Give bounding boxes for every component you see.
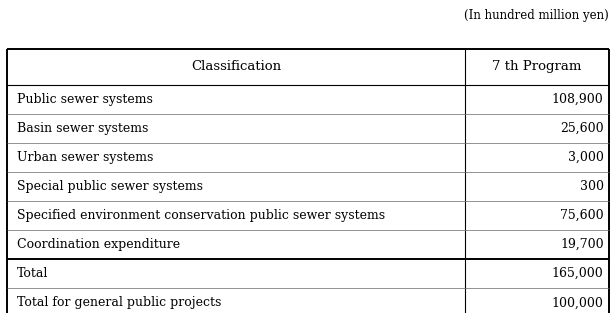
Text: 165,000: 165,000	[552, 267, 604, 280]
Text: Urban sewer systems: Urban sewer systems	[17, 151, 153, 164]
Text: 19,700: 19,700	[560, 238, 604, 251]
Text: 25,600: 25,600	[560, 122, 604, 135]
Text: 300: 300	[580, 180, 604, 193]
Text: Total: Total	[17, 267, 48, 280]
Text: 75,600: 75,600	[560, 209, 604, 222]
Text: Total for general public projects: Total for general public projects	[17, 296, 221, 309]
Text: 100,000: 100,000	[552, 296, 604, 309]
Text: 3,000: 3,000	[568, 151, 604, 164]
Text: Basin sewer systems: Basin sewer systems	[17, 122, 148, 135]
Text: Coordination expenditure: Coordination expenditure	[17, 238, 180, 251]
Text: 108,900: 108,900	[552, 93, 604, 105]
Text: Special public sewer systems: Special public sewer systems	[17, 180, 203, 193]
Text: Classification: Classification	[191, 60, 282, 73]
Text: (In hundred million yen): (In hundred million yen)	[464, 9, 609, 23]
Text: 7 th Program: 7 th Program	[492, 60, 582, 73]
Text: Specified environment conservation public sewer systems: Specified environment conservation publi…	[17, 209, 385, 222]
Text: Public sewer systems: Public sewer systems	[17, 93, 153, 105]
